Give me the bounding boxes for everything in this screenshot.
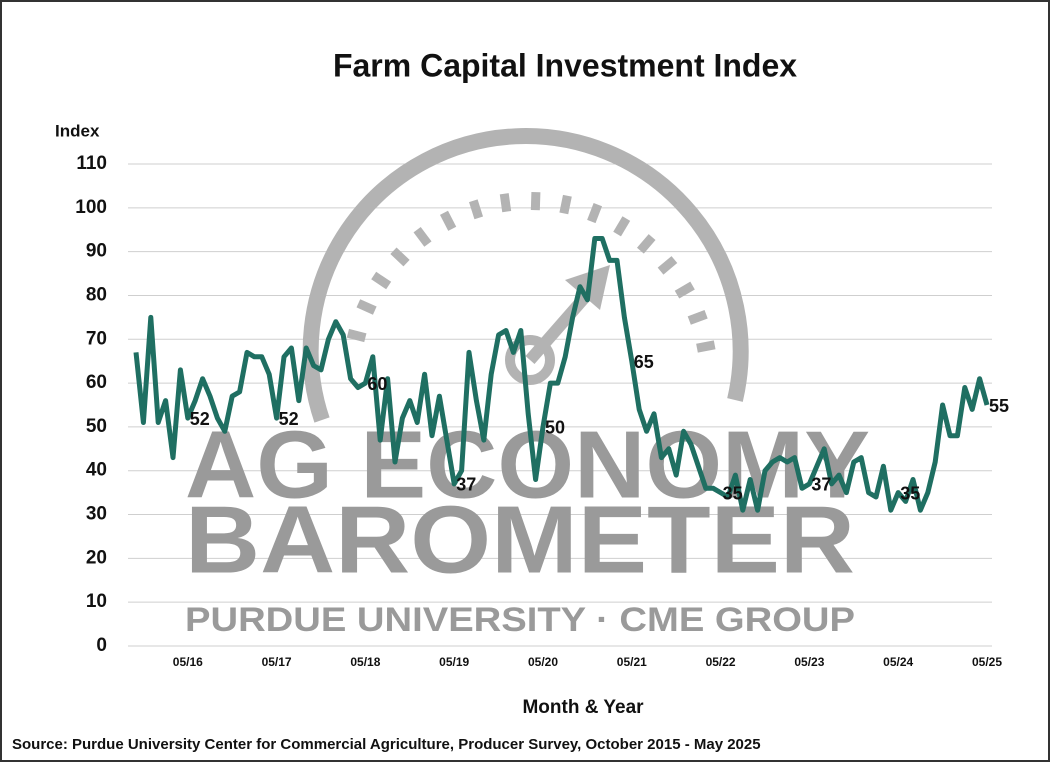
gauge-dash: [356, 299, 377, 315]
grid: [128, 163, 992, 647]
y-tick-label: 20: [86, 547, 107, 568]
gauge-dash: [346, 328, 367, 343]
watermark-text: PURDUE UNIVERSITY · CME GROUP: [185, 601, 855, 639]
y-tick-label: 100: [75, 197, 107, 218]
gauge-dash: [499, 193, 512, 213]
y-tick-label: 0: [96, 635, 107, 656]
gauge-dash: [439, 210, 457, 231]
y-tick-label: 110: [76, 153, 107, 174]
x-tick-label: 05/25: [972, 655, 1002, 669]
gauge-dash: [687, 310, 708, 325]
data-label: 35: [900, 483, 920, 503]
x-tick-label: 05/22: [706, 655, 736, 669]
gauge-dash: [613, 216, 631, 237]
y-tick-label: 40: [86, 460, 107, 481]
data-label: 35: [723, 483, 743, 503]
gauge-dash: [413, 226, 432, 247]
chart-title: Farm Capital Investment Index: [333, 47, 797, 83]
gauge-dash: [530, 191, 541, 211]
x-tick-label: 05/17: [262, 655, 292, 669]
gauge-dash: [371, 271, 392, 290]
y-tick-label: 30: [86, 504, 107, 525]
x-tick-label: 05/24: [883, 655, 913, 669]
x-tick-label: 05/20: [528, 655, 558, 669]
y-tick-label: 10: [86, 591, 107, 612]
gauge-dash: [674, 281, 695, 299]
gauge-dash: [390, 247, 410, 267]
gauge-dash: [587, 203, 603, 224]
data-label: 37: [811, 475, 831, 495]
data-label: 55: [989, 396, 1009, 416]
y-axis-label: Index: [55, 121, 100, 140]
data-label: 60: [367, 374, 387, 394]
gauge-dash: [657, 256, 678, 275]
data-label: 52: [279, 409, 299, 429]
data-line: [133, 236, 990, 513]
data-label: 65: [634, 352, 654, 372]
x-tick-label: 05/23: [794, 655, 824, 669]
source-note: Source: Purdue University Center for Com…: [12, 736, 761, 753]
y-tick-label: 70: [86, 328, 107, 349]
data-label: 50: [545, 418, 565, 438]
y-tick-label: 90: [86, 241, 107, 262]
x-tick-label: 05/16: [173, 655, 203, 669]
gauge-dash: [636, 234, 656, 254]
x-tick-label: 05/18: [350, 655, 380, 669]
x-axis-label: Month & Year: [522, 697, 644, 718]
data-label: 37: [456, 475, 476, 495]
y-tick-label: 80: [86, 284, 107, 305]
gauge-dash: [559, 194, 572, 215]
y-tick-label: 60: [86, 372, 107, 393]
y-tick-label: 50: [86, 416, 107, 437]
data-label: 52: [190, 409, 210, 429]
gauge-dash: [696, 340, 716, 353]
x-tick-label: 05/21: [617, 655, 647, 669]
x-tick-label: 05/19: [439, 655, 469, 669]
gauge-dash: [469, 199, 484, 220]
